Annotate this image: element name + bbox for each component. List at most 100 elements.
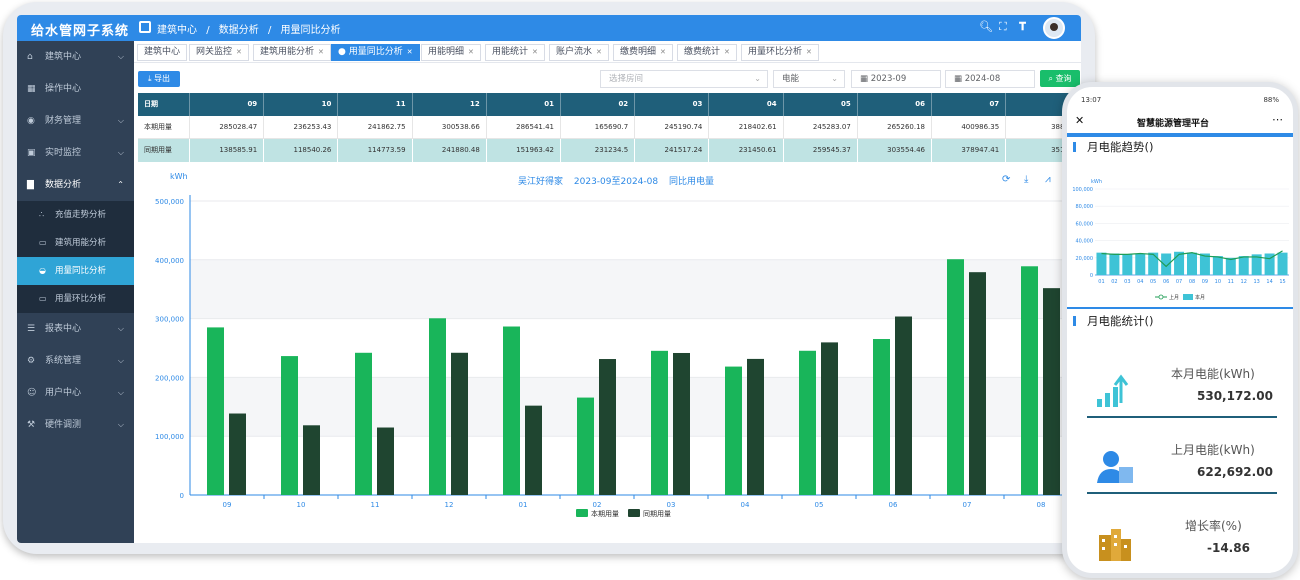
mini-bar [1135,253,1146,275]
start-month-value: 2023-09 [870,74,907,84]
end-month-picker[interactable]: ▦ 2024-08 [945,70,1035,88]
table-row-label: 日期 [138,93,190,116]
sidebar-subitem-yoy-analysis[interactable]: ◒ 用量同比分析 [17,257,134,285]
mini-line-series [1101,250,1283,268]
room-select[interactable]: 选择房间 ⌄ [600,70,768,88]
tab-account-flow[interactable]: 账户流水 ✕ [549,44,609,61]
sidebar-item-label: 硬件调测 [45,420,82,430]
bar-previous [969,272,986,495]
calendar-icon: ▦ [860,74,871,84]
download-icon[interactable]: ⤓ [1024,174,1029,185]
mini-bar [1161,253,1172,275]
bar-current [503,326,520,495]
sidebar-item-users[interactable]: ☺ 用户中心 ⌵ [17,377,134,409]
bar-previous [747,358,764,495]
chart-title-metric: 同比用电量 [668,177,714,187]
close-icon[interactable]: ✕ [806,48,812,56]
close-icon[interactable]: ✕ [724,48,730,56]
mini-x-tick-label: 11 [1228,279,1234,285]
mini-bar [1187,252,1197,275]
avatar[interactable] [1043,17,1065,39]
mini-y-tick-label: 40,000 [1076,239,1094,245]
menu-toggle-icon[interactable] [139,21,151,33]
stat-label: 增长率(%) [1185,519,1242,533]
calendar-icon: ▦ [954,74,965,84]
fullscreen-icon[interactable]: ⛶ [999,20,1007,33]
x-tick-label: 07 [963,501,972,509]
sidebar-subitem-mom-analysis[interactable]: ▭ 用量环比分析 [17,285,134,313]
sidebar-item-monitor[interactable]: ▣ 实时监控 ⌵ [17,137,134,169]
tab-label: 用量环比分析 [748,47,803,57]
tree-icon: ∴ [39,210,45,219]
chevron-down-icon: ⌵ [117,388,124,397]
stats-section-title: 月电能统计() [1067,313,1293,329]
sidebar-item-reports[interactable]: ☰ 报表中心 ⌵ [17,313,134,345]
close-icon[interactable]: ✕ [406,48,413,56]
close-icon[interactable]: ✕ [236,48,242,56]
sidebar-item-label: 报表中心 [45,324,82,334]
stat-divider [1087,416,1277,418]
x-tick-label: 06 [889,501,898,509]
bar-current [799,350,816,495]
bar-previous [377,427,394,495]
sidebar-subitem-building-energy[interactable]: ▭ 建筑用能分析 [17,229,134,257]
building-icon [1099,529,1131,561]
sidebar-item-label: 实时监控 [45,148,82,158]
mini-y-tick-label: 0 [1090,273,1093,279]
tab-payment-detail[interactable]: 缴费明细 ✕ [613,44,673,61]
breadcrumb-item[interactable]: 建筑中心 [157,25,197,36]
query-button[interactable]: ⌕ 查询 [1040,70,1080,87]
mini-bar [1096,252,1107,275]
table-header-cell: 11 [338,93,413,116]
close-icon[interactable]: ✕ [1075,114,1085,127]
stat-label: 上月电能(kWh) [1171,443,1255,457]
search-icon[interactable]: 🔍︎ [979,20,993,33]
sidebar-item-data-analysis[interactable]: ▇ 数据分析 ⌃ [17,169,134,201]
tab-gateway-monitor[interactable]: 网关监控 ✕ [189,44,249,61]
sidebar-item-system[interactable]: ⚙ 系统管理 ⌵ [17,345,134,377]
breadcrumb-item[interactable]: 数据分析 [218,25,259,36]
mini-bar [1251,254,1262,275]
sidebar-item-building-center[interactable]: ⌂ 建筑中心 ⌵ [17,41,134,73]
tab-yoy-analysis[interactable]: ● 用量同比分析 ✕ [331,44,420,61]
y-tick-label: 500,000 [155,198,184,206]
tab-usage-stats[interactable]: 用能统计 ✕ [485,44,545,61]
table-cell: 241880.48 [413,139,487,162]
close-icon[interactable]: ✕ [468,48,474,56]
line-chart-icon[interactable]: ⩘ [1045,174,1051,185]
sidebar-item-hardware[interactable]: ⚒ 硬件调测 ⌵ [17,409,134,441]
more-icon[interactable]: ⋯ [1272,113,1283,126]
close-icon[interactable]: ✕ [318,48,324,56]
tab-payment-stats[interactable]: 缴费统计 ✕ [677,44,737,61]
sidebar-item-finance[interactable]: ◉ 财务管理 ⌵ [17,105,134,137]
energy-type-select[interactable]: 电能 ⌄ [773,70,845,88]
bar-current [281,356,298,495]
export-button[interactable]: ⤓ 导出 [138,71,180,87]
screen-icon: ▭ [39,238,47,247]
refresh-icon[interactable]: ⟳ [1002,174,1011,185]
tab-mom-analysis[interactable]: 用量环比分析 ✕ [741,44,819,61]
close-icon[interactable]: ✕ [532,48,538,56]
query-label: 查询 [1055,74,1072,83]
mini-x-tick-label: 08 [1189,279,1195,285]
mini-legend-marker [1158,294,1164,300]
tab-building-energy[interactable]: 建筑用能分析 ✕ [253,44,331,61]
sidebar-subitem-recharge-trend[interactable]: ∴ 充值走势分析 [17,201,134,229]
tab-usage-detail[interactable]: 用能明细 ✕ [421,44,481,61]
bar-current [651,350,668,495]
nav-divider [1067,133,1293,137]
start-month-picker[interactable]: ▦ 2023-09 [851,70,941,88]
sidebar-item-operation-center[interactable]: ▦ 操作中心 [17,73,134,105]
close-icon[interactable]: ✕ [596,48,602,56]
monitor-icon: ▣ [27,148,36,158]
close-icon[interactable]: ✕ [660,48,666,56]
tab-building-center[interactable]: 建筑中心 [137,44,188,61]
mini-x-tick-label: 01 [1098,279,1104,285]
mini-bar [1174,251,1185,275]
y-tick-label: 0 [180,492,184,500]
top-header: 给水管网子系统 建筑中心 / 数据分析 / 用量同比分析 🔍︎ ⛶ 𝐓 [17,15,1081,41]
sidebar-subitem-label: 用量同比分析 [55,266,107,276]
legend-swatch [628,509,640,517]
font-size-icon[interactable]: 𝐓 [1019,20,1027,33]
status-battery: 88% [1263,96,1279,104]
